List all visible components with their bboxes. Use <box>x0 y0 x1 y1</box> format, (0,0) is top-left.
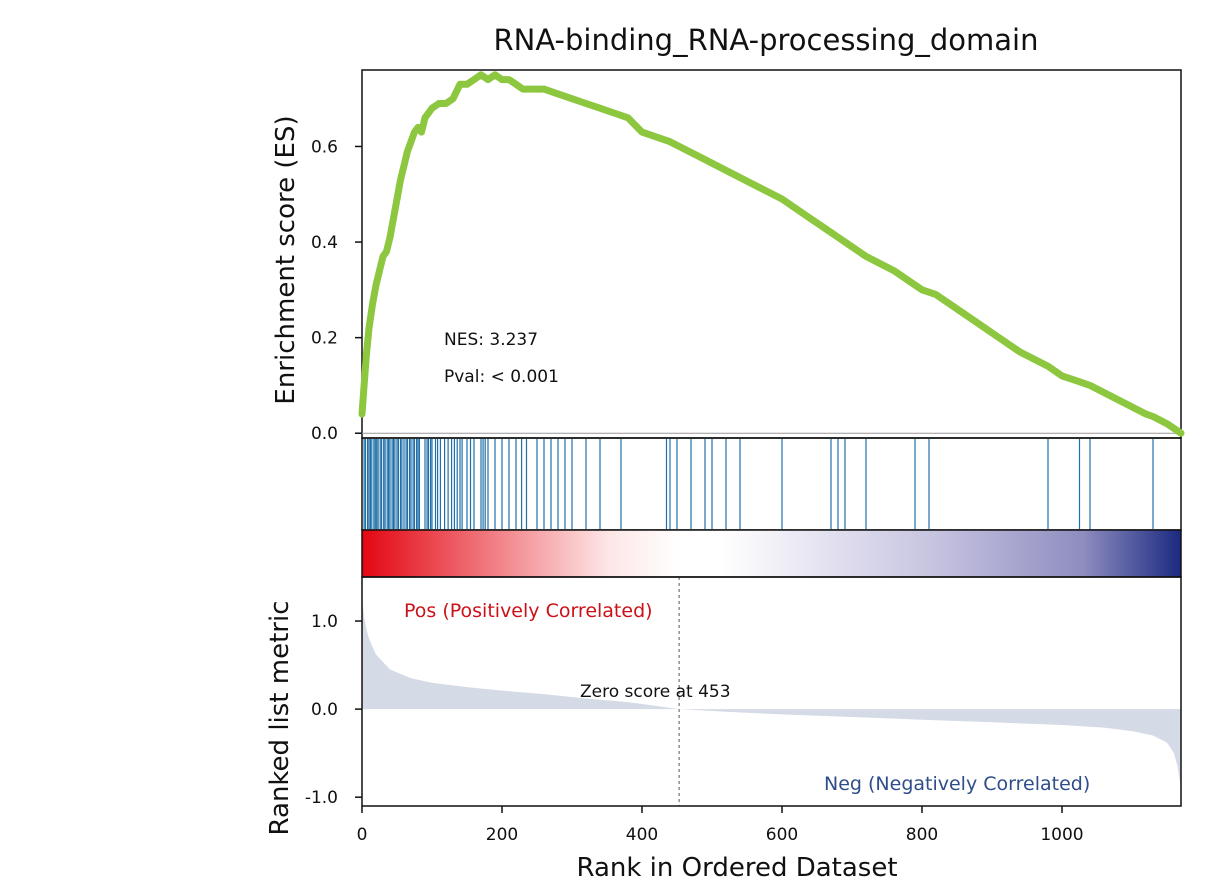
es-y-axis-title: Enrichment score (ES) <box>271 115 301 404</box>
metric-y-tick-label: 0.0 <box>311 700 338 720</box>
x-tick-label: 200 <box>486 825 518 845</box>
x-tick-label: 1000 <box>1040 825 1083 845</box>
hit-lines <box>363 439 1154 529</box>
x-axis: 0 200 400 600 800 1000 <box>357 806 1084 845</box>
es-y-ticks: 0.0 0.2 0.4 0.6 <box>311 137 362 444</box>
metric-panel: 1.0 0.0 -1.0 Pos (Positively Correlated) N… <box>265 576 1182 836</box>
es-curve <box>358 71 1185 437</box>
es-y-tick-label: 0.0 <box>311 424 338 444</box>
es-y-tick-label: 0.2 <box>311 329 338 349</box>
pval-annotation: Pval: < 0.001 <box>444 367 559 387</box>
x-tick-label: 0 <box>357 825 368 845</box>
chart-title: RNA-binding_RNA-processing_domain <box>493 23 1038 57</box>
metric-y-ticks: 1.0 0.0 -1.0 <box>305 612 362 808</box>
es-y-tick-label: 0.4 <box>311 233 338 253</box>
zero-score-annotation: Zero score at 453 <box>580 682 731 702</box>
nes-annotation: NES: 3.237 <box>444 330 538 350</box>
metric-y-tick-label: 1.0 <box>311 612 338 632</box>
x-axis-title: Rank in Ordered Dataset <box>576 853 897 883</box>
metric-panel-frame <box>361 576 1182 807</box>
es-y-tick-label: 0.6 <box>311 137 338 157</box>
hits-panel <box>361 437 1182 531</box>
x-tick-label: 800 <box>906 825 938 845</box>
x-tick-label: 600 <box>766 825 798 845</box>
metric-y-tick-label: -1.0 <box>305 788 338 808</box>
positive-correlated-label: Pos (Positively Correlated) <box>404 600 653 622</box>
es-panel: 0.0 0.2 0.4 0.6 NES: 3.237 Pval: < 0.001 En… <box>271 69 1185 444</box>
metric-y-axis-title: Ranked list metric <box>265 601 295 836</box>
ranked-color-bar <box>361 529 1182 578</box>
x-tick-label: 400 <box>626 825 658 845</box>
negative-correlated-label: Neg (Negatively Correlated) <box>824 773 1090 795</box>
